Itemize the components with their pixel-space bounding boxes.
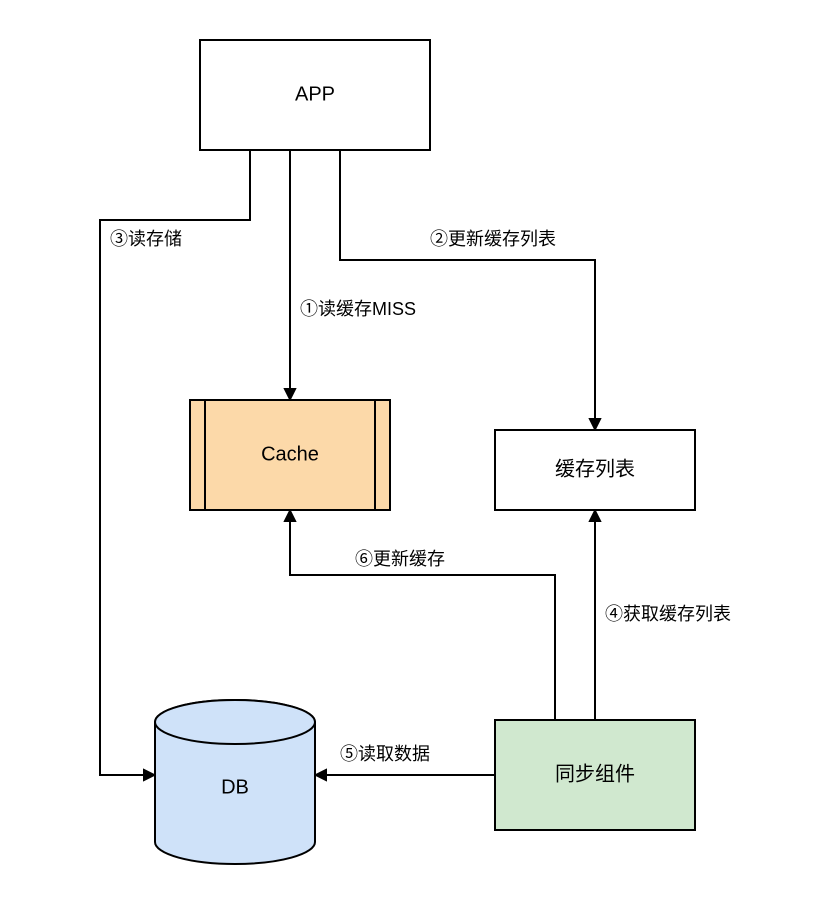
- edge-label-e5: ⑤读取数据: [340, 744, 430, 764]
- edge-label-e3: ③读存储: [110, 229, 182, 249]
- node-label-app: APP: [295, 83, 335, 105]
- node-label-db: DB: [221, 776, 249, 798]
- edge-label-e1: ①读缓存MISS: [300, 299, 416, 319]
- nodes-group: APP Cache 缓存列表同步组件 DB: [155, 40, 695, 864]
- diagram-canvas: ①读缓存MISS ②更新缓存列表 ③读存储 ④获取缓存列表 ⑤读取数据 ⑥更新缓存 APP C…: [0, 0, 832, 910]
- edge-e2: [340, 150, 595, 430]
- node-label-cache: Cache: [261, 443, 319, 465]
- edge-label-e6: ⑥更新缓存: [355, 549, 445, 569]
- node-sync: 同步组件: [495, 720, 695, 830]
- edge-label-e2: ②更新缓存列表: [430, 229, 556, 249]
- node-app: APP: [200, 40, 430, 150]
- edge-label-e4: ④获取缓存列表: [605, 604, 731, 624]
- edge-e6: [290, 510, 555, 720]
- node-label-sync: 同步组件: [555, 762, 635, 785]
- node-db: DB: [155, 700, 315, 864]
- node-cache: Cache: [190, 400, 390, 510]
- node-label-cache_list: 缓存列表: [555, 457, 635, 480]
- node-cache_list: 缓存列表: [495, 430, 695, 510]
